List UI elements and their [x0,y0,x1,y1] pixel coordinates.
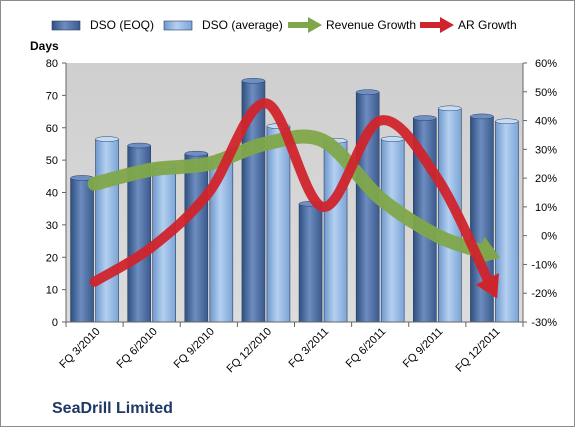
bar-dso-average [95,138,119,323]
bar-cap [413,115,437,121]
bar-cap [470,113,494,120]
line-ar-growth [89,98,495,288]
legend-arrowhead [308,17,322,33]
legend-label: AR Growth [458,18,517,32]
y2-tick-label: 0% [541,231,557,243]
y2-tick-label: 60% [535,58,557,70]
bar-cap [380,136,405,142]
bar-dso-eoq [70,177,94,323]
y-tick-label: 30 [46,220,58,232]
y-tick-label: 70 [46,90,58,102]
line-revenue-growth [87,129,491,259]
bar-dso-average [495,120,519,323]
y2-tick-label: -20% [531,288,557,300]
y-axis-label: Days [30,39,59,53]
arrowhead-ar-growth [475,273,499,299]
legend-swatch [163,20,193,31]
bar-cap [495,118,519,125]
y-tick-label: 20 [46,252,58,264]
chart-title: SeaDrill Limited [52,400,173,417]
y2-tick-label: 40% [535,116,557,128]
y2-tick-label: 30% [535,144,557,156]
bar-cap [127,142,151,149]
bar-cap [438,105,462,112]
growth-lines [87,98,501,299]
legend-swatch [51,20,81,31]
bar-cap [355,89,380,95]
legend-label: Revenue Growth [326,18,416,32]
y-tick-label: 40 [46,188,58,200]
y-tick-label: 10 [46,285,58,297]
y2-tick-label: -30% [531,317,557,329]
y2-tick-label: 20% [535,173,557,185]
legend-label: DSO (average) [202,18,283,32]
bar-cap [95,136,119,142]
y2-tick-label: 50% [535,87,557,99]
legend-arrowhead [440,17,454,33]
y-tick-label: 50 [46,155,58,167]
bar-cap [241,78,266,84]
y-tick-label: 80 [46,58,58,70]
bar-cap [184,150,209,157]
bar-dso-average [266,125,291,323]
y2-tick-label: 10% [535,202,557,214]
y-tick-label: 0 [52,317,58,329]
y-tick-label: 60 [46,123,58,135]
y2-tick-label: -10% [531,259,557,271]
legend-label: DSO (EOQ) [90,18,154,32]
bar-dso-eoq [184,153,209,323]
bar-dso-eoq [298,203,323,323]
legend: DSO (EOQ) DSO (average) Revenue Growth AR G… [51,17,517,33]
bar-dso-average [380,138,405,323]
